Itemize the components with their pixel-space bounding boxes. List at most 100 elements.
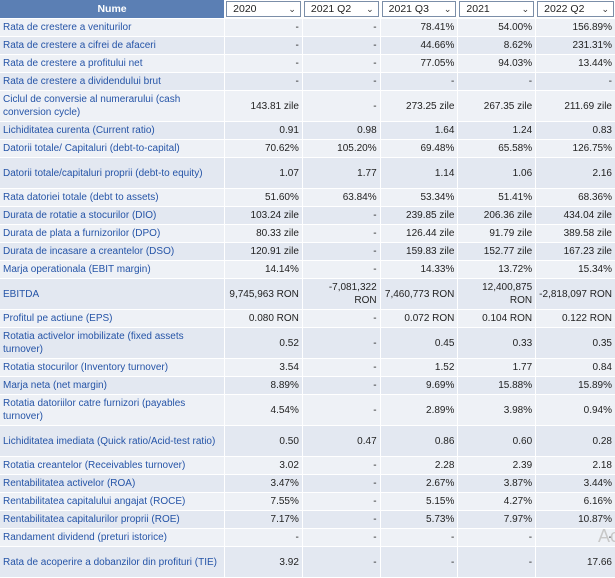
row-label: Durata de plata a furnizorilor (DPO) — [0, 225, 225, 242]
row-value: 54.00% — [458, 19, 536, 36]
row-value: 211.69 zile — [536, 91, 615, 121]
row-value: 0.122 RON — [536, 310, 615, 327]
row-value: 2.89% — [380, 395, 458, 425]
row-value: 0.94% — [536, 395, 615, 425]
table-row: Rata de crestere a dividendului brut - - - -… — [0, 73, 615, 90]
row-value: - — [225, 55, 302, 72]
row-label: Ciclul de conversie al numerarului (cash… — [0, 91, 225, 121]
period-select-2[interactable]: 2021 Q2 ⌄ — [302, 0, 380, 18]
row-value: 4.27% — [458, 493, 536, 510]
row-value: - — [302, 310, 380, 327]
header-row: Nume 2020 ⌄ 2021 Q2 ⌄ 2021 Q3 ⌄ 2021 ⌄ 2022 … — [0, 0, 615, 18]
row-value: - — [302, 207, 380, 224]
row-value: 77.05% — [380, 55, 458, 72]
row-value: 53.34% — [380, 189, 458, 206]
row-label: Rata de crestere a profitului net — [0, 55, 225, 72]
period-select-label: 2022 Q2 — [544, 3, 585, 15]
table-row: Rentabilitatea capitalului angajat (ROCE… — [0, 493, 615, 510]
row-value: 1.24 — [458, 122, 536, 139]
row-label: Rentabilitatea capitalurilor proprii (RO… — [0, 511, 225, 528]
row-value: 6.16% — [536, 493, 615, 510]
period-select-1[interactable]: 2020 ⌄ — [225, 0, 302, 18]
row-value: - — [302, 377, 380, 394]
table-row: Rata datoriei totale (debt to assets) 51.… — [0, 189, 615, 206]
table-row: Lichiditatea imediata (Quick ratio/Acid-… — [0, 426, 615, 456]
row-value: - — [302, 511, 380, 528]
row-value: - — [458, 547, 536, 577]
row-value: - — [302, 261, 380, 278]
row-value: 65.58% — [458, 140, 536, 157]
row-value: 15.88% — [458, 377, 536, 394]
period-select-4[interactable]: 2021 ⌄ — [458, 0, 536, 18]
row-value: 0.84 — [536, 359, 615, 376]
row-value: 159.83 zile — [380, 243, 458, 260]
period-select-label: 2020 — [233, 3, 257, 15]
table-row: Rentabilitatea activelor (ROA) 3.47% -2.67… — [0, 475, 615, 492]
row-value: -2,818,097 RON — [536, 279, 615, 309]
table-row: Datorii totale/ Capitaluri (debt-to-capi… — [0, 140, 615, 157]
table-row: Rotatia stocurilor (Inventory turnover) 3… — [0, 359, 615, 376]
row-value: 3.47% — [225, 475, 302, 492]
row-value: - — [536, 529, 615, 546]
row-value: 4.54% — [225, 395, 302, 425]
row-value: 7.97% — [458, 511, 536, 528]
row-value: 10.87% — [536, 511, 615, 528]
table-row: EBITDA 9,745,963 RON -7,081,322 RON 7,460,7… — [0, 279, 615, 309]
row-value: 5.73% — [380, 511, 458, 528]
row-value: - — [302, 395, 380, 425]
row-value: - — [302, 19, 380, 36]
row-value: - — [458, 529, 536, 546]
table-row: Rentabilitatea capitalurilor proprii (RO… — [0, 511, 615, 528]
row-value: 0.86 — [380, 426, 458, 456]
row-value: 7,460,773 RON — [380, 279, 458, 309]
row-value: 0.104 RON — [458, 310, 536, 327]
row-value: 1.77 — [302, 158, 380, 188]
row-label: Durata de rotatie a stocurilor (DIO) — [0, 207, 225, 224]
row-value: 0.50 — [225, 426, 302, 456]
row-value: - — [225, 73, 302, 90]
row-value: 2.16 — [536, 158, 615, 188]
row-value: 2.18 — [536, 457, 615, 474]
row-value: 0.080 RON — [225, 310, 302, 327]
row-label: Rata datoriei totale (debt to assets) — [0, 189, 225, 206]
row-value: - — [380, 547, 458, 577]
row-value: - — [302, 55, 380, 72]
row-label: EBITDA — [0, 279, 225, 309]
row-value: 78.41% — [380, 19, 458, 36]
row-value: 3.87% — [458, 475, 536, 492]
row-value: 9,745,963 RON — [225, 279, 302, 309]
period-select-3[interactable]: 2021 Q3 ⌄ — [380, 0, 458, 18]
table-row: Rata de crestere a profitului net - -77.05… — [0, 55, 615, 72]
row-label: Lichiditatea curenta (Current ratio) — [0, 122, 225, 139]
row-label: Rata de crestere a dividendului brut — [0, 73, 225, 90]
row-value: 80.33 zile — [225, 225, 302, 242]
row-value: 8.62% — [458, 37, 536, 54]
table-body: Rata de crestere a veniturilor - -78.41% 54… — [0, 19, 615, 577]
row-label: Rentabilitatea capitalului angajat (ROCE… — [0, 493, 225, 510]
row-value: 3.02 — [225, 457, 302, 474]
row-value: 434.04 zile — [536, 207, 615, 224]
row-value: 0.60 — [458, 426, 536, 456]
row-value: 0.98 — [302, 122, 380, 139]
chevron-down-icon: ⌄ — [288, 4, 296, 14]
row-value: 0.91 — [225, 122, 302, 139]
chevron-down-icon: ⌄ — [366, 4, 374, 14]
row-value: 103.24 zile — [225, 207, 302, 224]
row-value: 126.75% — [536, 140, 615, 157]
row-value: - — [302, 547, 380, 577]
row-value: 2.28 — [380, 457, 458, 474]
row-value: 2.67% — [380, 475, 458, 492]
row-label: Durata de incasare a creantelor (DSO) — [0, 243, 225, 260]
row-value: 1.64 — [380, 122, 458, 139]
row-value: 94.03% — [458, 55, 536, 72]
row-value: - — [302, 475, 380, 492]
row-value: 0.28 — [536, 426, 615, 456]
row-value: 9.69% — [380, 377, 458, 394]
period-select-5[interactable]: 2022 Q2 ⌄ — [536, 0, 615, 18]
row-value: - — [302, 243, 380, 260]
row-value: 12,400,875 RON — [458, 279, 536, 309]
row-value: - — [302, 225, 380, 242]
row-value: 273.25 zile — [380, 91, 458, 121]
row-value: 3.92 — [225, 547, 302, 577]
watermark: Ac — [597, 526, 615, 546]
